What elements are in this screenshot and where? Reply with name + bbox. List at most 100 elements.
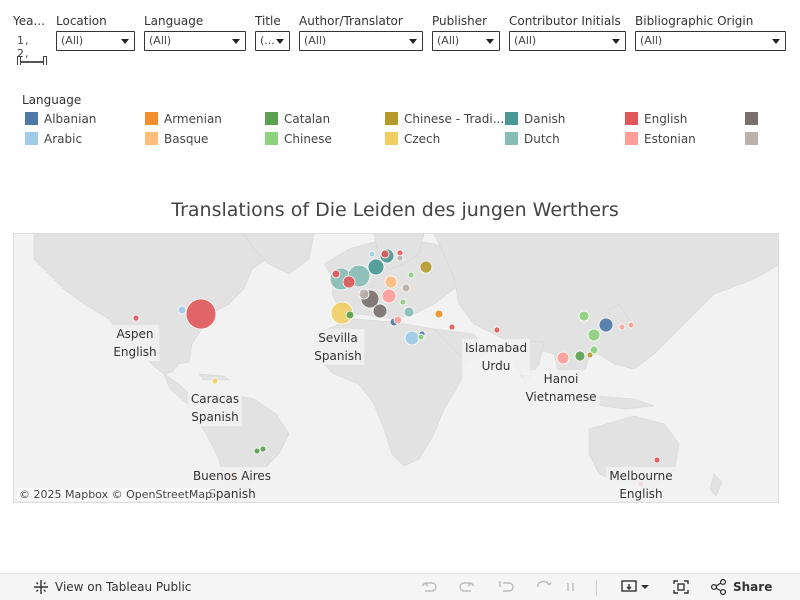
legend-item[interactable]: Armenian xyxy=(145,112,222,128)
translation-marker[interactable] xyxy=(211,377,219,385)
origin-dropdown[interactable]: (All) xyxy=(635,31,786,51)
map-place-label: Hanoi Vietnamese xyxy=(522,370,600,406)
translation-marker[interactable] xyxy=(589,345,599,355)
author-dropdown[interactable]: (All) xyxy=(299,31,423,51)
translation-marker[interactable] xyxy=(493,326,501,334)
legend-label: Estonian xyxy=(644,132,696,146)
translation-marker[interactable] xyxy=(578,310,590,322)
map-attribution[interactable]: © 2025 Mapbox © OpenStreetMap xyxy=(17,488,215,501)
translation-marker[interactable] xyxy=(653,456,661,464)
translation-marker[interactable] xyxy=(345,310,355,320)
translation-marker[interactable] xyxy=(448,323,456,331)
translation-marker[interactable] xyxy=(587,328,601,342)
legend-item[interactable]: Albanian xyxy=(25,112,96,128)
translation-marker[interactable] xyxy=(393,315,403,325)
translation-marker[interactable] xyxy=(259,445,267,453)
tableau-logo-icon[interactable] xyxy=(33,579,49,599)
map-place-language: English xyxy=(113,345,157,359)
translation-marker[interactable] xyxy=(177,305,187,315)
share-button[interactable]: Share xyxy=(733,580,773,594)
translation-marker[interactable] xyxy=(396,254,404,262)
contributor-filter: Contributor Initials (All) xyxy=(509,14,626,51)
author-dropdown-value: (All) xyxy=(304,34,327,47)
translation-marker[interactable] xyxy=(253,447,261,455)
location-filter: Location (All) xyxy=(56,14,135,51)
year-slider-max-handle[interactable] xyxy=(43,56,47,65)
legend-item[interactable]: Czech xyxy=(385,132,440,148)
revert-icon[interactable] xyxy=(497,579,515,599)
legend-item[interactable]: Arabic xyxy=(25,132,82,148)
download-icon[interactable] xyxy=(621,579,651,599)
pause-icon[interactable] xyxy=(565,579,577,599)
view-on-tableau-link[interactable]: View on Tableau Public xyxy=(55,580,192,594)
year-range-slider[interactable] xyxy=(17,56,47,66)
year-filter[interactable]: Yea... 1, 2, xyxy=(13,14,45,60)
origin-filter: Bibliographic Origin (All) xyxy=(635,14,786,51)
translation-marker[interactable] xyxy=(399,298,407,306)
legend-item[interactable]: Catalan xyxy=(265,112,330,128)
legend-swatch xyxy=(625,112,638,125)
translation-marker[interactable] xyxy=(434,309,444,319)
legend-item[interactable]: Estonian xyxy=(625,132,696,148)
legend-label: Czech xyxy=(404,132,441,146)
world-map[interactable]: Aspen English Sevilla Spanish Islamabad Urdu H… xyxy=(13,233,779,503)
legend-item[interactable]: English xyxy=(625,112,687,128)
language-dropdown[interactable]: (All) xyxy=(144,31,246,51)
legend-swatch xyxy=(145,112,158,125)
translation-marker[interactable] xyxy=(419,260,433,274)
location-dropdown[interactable]: (All) xyxy=(56,31,135,51)
fullscreen-icon[interactable] xyxy=(672,579,690,599)
legend-label: Arabic xyxy=(44,132,83,146)
translation-marker[interactable] xyxy=(372,303,388,319)
map-canvas[interactable] xyxy=(14,234,779,503)
translation-marker[interactable] xyxy=(331,269,341,279)
legend-item[interactable]: Basque xyxy=(145,132,208,148)
year-slider-min-handle[interactable] xyxy=(17,56,21,65)
legend-swatch xyxy=(745,132,758,145)
legend-item[interactable]: Chinese xyxy=(265,132,332,148)
translation-marker[interactable] xyxy=(618,323,626,331)
legend-label: Dutch xyxy=(524,132,560,146)
title-dropdown[interactable]: (... xyxy=(255,31,290,51)
translation-marker[interactable] xyxy=(381,288,397,304)
translation-marker[interactable] xyxy=(556,351,570,365)
legend-item[interactable]: Chinese - Tradi... xyxy=(385,112,504,128)
translation-marker[interactable] xyxy=(598,317,614,333)
redo-icon[interactable] xyxy=(458,579,476,599)
translation-marker[interactable] xyxy=(417,333,425,341)
legend-item[interactable] xyxy=(745,132,764,148)
legend-item[interactable] xyxy=(745,112,764,128)
translation-marker[interactable] xyxy=(367,258,385,276)
undo-icon[interactable] xyxy=(420,579,438,599)
translation-marker[interactable] xyxy=(574,350,586,362)
translation-marker[interactable] xyxy=(380,249,390,259)
legend-swatch xyxy=(25,132,38,145)
translation-marker[interactable] xyxy=(401,283,411,293)
publisher-dropdown[interactable]: (All) xyxy=(432,31,500,51)
translation-marker[interactable] xyxy=(342,275,356,289)
translation-marker[interactable] xyxy=(403,306,415,318)
translation-marker[interactable] xyxy=(132,314,140,322)
contributor-filter-label: Contributor Initials xyxy=(509,14,621,28)
translation-marker[interactable] xyxy=(586,351,594,359)
legend-swatch xyxy=(505,112,518,125)
translation-marker[interactable] xyxy=(185,298,217,330)
legend-item[interactable]: Dutch xyxy=(505,132,560,148)
legend-label: Danish xyxy=(524,112,566,126)
legend-swatch xyxy=(745,112,758,125)
translation-marker[interactable] xyxy=(368,250,376,258)
legend-item[interactable]: Danish xyxy=(505,112,565,128)
contributor-dropdown[interactable]: (All) xyxy=(509,31,626,51)
legend-label: Catalan xyxy=(284,112,331,126)
translation-marker[interactable] xyxy=(404,330,420,346)
contributor-dropdown-value: (All) xyxy=(514,34,537,47)
translation-marker[interactable] xyxy=(627,321,635,329)
translation-marker[interactable] xyxy=(407,271,415,279)
translation-marker[interactable] xyxy=(358,288,370,300)
legend-label: Albanian xyxy=(44,112,97,126)
refresh-icon[interactable] xyxy=(535,579,553,599)
legend-title: Language xyxy=(22,93,82,107)
translation-marker[interactable] xyxy=(384,275,398,289)
share-icon[interactable] xyxy=(710,578,728,599)
author-filter-label: Author/Translator xyxy=(299,14,403,28)
